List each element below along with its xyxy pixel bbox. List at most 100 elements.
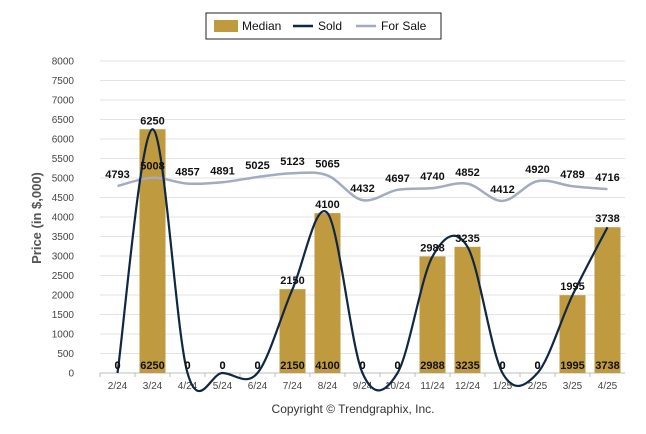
x-tick-label: 8/24	[318, 381, 338, 392]
x-tick-label: 2/24	[108, 381, 128, 392]
median-value-label: 0	[359, 360, 365, 372]
copyright-text: Copyright © Trendgraphix, Inc.	[272, 402, 435, 416]
for-sale-value-label: 5123	[280, 156, 304, 168]
legend-forsale-label: For Sale	[381, 19, 427, 33]
sold-value-label: 2988	[420, 242, 444, 254]
for-sale-value-label: 4793	[105, 169, 129, 181]
x-tick-label: 7/24	[283, 381, 303, 392]
for-sale-value-label: 4857	[175, 167, 199, 179]
series-lines	[116, 128, 609, 393]
legend-box	[205, 12, 442, 40]
median-bars	[139, 129, 621, 373]
y-tick-label: 2000	[52, 291, 75, 302]
median-value-label: 2988	[420, 360, 444, 372]
median-value-label: 6250	[140, 360, 164, 372]
for-sale-value-label: 4920	[525, 164, 549, 176]
for-sale-value-label: 4412	[490, 184, 514, 196]
sold-value-label: 2150	[280, 275, 304, 287]
for-sale-value-label: 5025	[245, 160, 269, 172]
x-tick-label: 1/25	[493, 381, 513, 392]
sold-value-label: 1995	[560, 281, 584, 293]
y-tick-label: 8000	[52, 57, 75, 68]
median-bar	[419, 256, 446, 373]
y-tick-label: 4000	[52, 213, 75, 224]
x-axis-tick-labels: 2/24 3/24 4/24 5/24 6/24 7/24 8/24 9/24 10/24 11/…	[99, 373, 618, 392]
sold-value-label: 0	[534, 360, 540, 372]
median-value-label: 0	[394, 360, 400, 372]
sold-value-label: 4100	[315, 199, 339, 211]
for-sale-value-label: 5008	[140, 161, 164, 173]
for-sale-value-label: 5065	[315, 158, 339, 170]
median-value-label: 2150	[280, 360, 304, 372]
legend-sold-label: Sold	[318, 19, 342, 33]
grid-lines	[100, 60, 625, 374]
sold-line	[116, 128, 609, 393]
for-sale-value-label: 4432	[350, 183, 374, 195]
for-sale-value-label: 4697	[385, 173, 409, 185]
x-tick-label: 10/24	[385, 381, 410, 392]
sold-value-label: 0	[114, 360, 120, 372]
for-sale-value-label: 4852	[455, 167, 479, 179]
sold-value-label: 0	[219, 360, 225, 372]
median-value-label: 3738	[595, 360, 619, 372]
for-sale-value-label: 4789	[560, 169, 584, 181]
x-tick-label: 11/24	[420, 381, 445, 392]
median-value-label: 0	[184, 360, 190, 372]
sold-value-label: 0	[254, 360, 260, 372]
sold-value-label: 3738	[595, 213, 619, 225]
x-tick-label: 9/24	[353, 381, 373, 392]
sold-value-label: 0	[499, 360, 505, 372]
median-value-label: 1995	[560, 360, 584, 372]
y-tick-label: 2500	[52, 271, 75, 282]
y-tick-label: 5000	[52, 174, 75, 185]
y-tick-label: 3500	[52, 232, 75, 243]
x-tick-label: 6/24	[248, 381, 268, 392]
legend-median-swatch	[214, 20, 238, 32]
y-tick-label: 0	[68, 369, 74, 380]
sold-value-label: 6250	[140, 115, 164, 127]
for-sale-value-label: 4740	[420, 171, 444, 183]
median-value-label: 4100	[315, 360, 339, 372]
median-bar	[594, 227, 621, 373]
for-sale-line	[117, 171, 608, 203]
y-tick-label: 7000	[52, 96, 75, 107]
x-tick-label: 5/24	[213, 381, 233, 392]
y-tick-label: 7500	[52, 76, 75, 87]
median-value-label: 0	[499, 360, 505, 372]
y-tick-label: 1500	[52, 310, 75, 321]
legend: Median Sold For Sale	[205, 12, 442, 40]
median-value-label: 0	[534, 360, 540, 372]
sold-value-label: 0	[359, 360, 365, 372]
sold-value-label: 0	[394, 360, 400, 372]
for-sale-value-label: 4716	[595, 172, 619, 184]
median-value-label: 3235	[455, 360, 479, 372]
x-tick-label: 12/24	[455, 381, 480, 392]
top-value-labels: 4793 5008 4857 4891 5025 5123 5065 4432 4697 4740…	[105, 115, 619, 372]
y-tick-label: 500	[57, 349, 74, 360]
sold-value-label: 3235	[455, 233, 479, 245]
x-tick-label: 4/24	[178, 381, 198, 392]
y-axis-label: Price (in $,000)	[29, 172, 44, 264]
y-tick-label: 6000	[52, 135, 75, 146]
y-tick-label: 4500	[52, 193, 75, 204]
y-tick-label: 6500	[52, 115, 75, 126]
y-tick-label: 5500	[52, 154, 75, 165]
median-bar	[559, 295, 586, 373]
y-tick-label: 1000	[52, 330, 75, 341]
y-axis-tick-labels: 0 500 1000 1500 2000 2500 3000 3500 4000 4500 5000…	[52, 57, 75, 380]
median-bar	[139, 129, 166, 373]
x-tick-label: 3/25	[563, 381, 583, 392]
median-bar	[279, 289, 306, 373]
x-tick-label: 4/25	[598, 381, 618, 392]
sold-value-label: 0	[184, 360, 190, 372]
legend-median-label: Median	[242, 19, 281, 33]
median-value-label: 0	[219, 360, 225, 372]
for-sale-value-label: 4891	[210, 165, 234, 177]
median-value-label: 0	[254, 360, 260, 372]
x-tick-label: 2/25	[528, 381, 548, 392]
median-bar-value-labels: 0 6250 0 0 0 2150 4100 0 0 2988 3235 0 0 1995 3738	[114, 360, 619, 372]
x-tick-label: 3/24	[143, 381, 163, 392]
y-tick-label: 3000	[52, 252, 75, 263]
median-bar	[454, 246, 481, 373]
